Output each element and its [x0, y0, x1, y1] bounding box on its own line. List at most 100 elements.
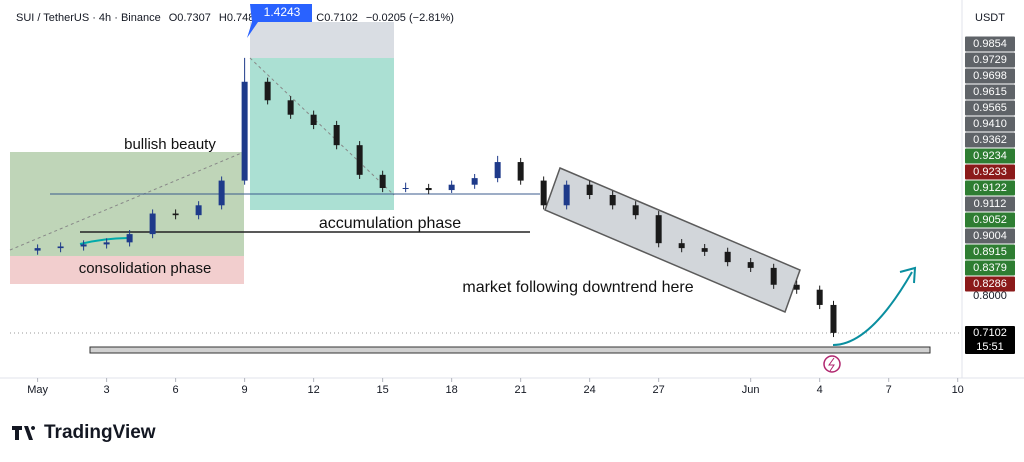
price-label: 0.9615	[973, 86, 1007, 98]
header-high: H0.7480	[219, 12, 261, 24]
x-tick-label: 3	[104, 384, 110, 396]
annotation: consolidation phase	[79, 260, 212, 277]
price-label: 0.9362	[973, 134, 1007, 146]
candle-body	[830, 304, 837, 333]
x-tick-label: 10	[952, 384, 964, 396]
price-label: 0.9233	[973, 166, 1007, 178]
candle-body	[563, 184, 570, 206]
candle-body	[80, 244, 87, 247]
candle-body	[494, 162, 501, 179]
measure-label: 1.4243	[264, 5, 301, 19]
candle-body	[356, 145, 363, 175]
header-change: −0.0205 (−2.81%)	[366, 12, 454, 24]
price-label-box	[965, 164, 1015, 180]
candle-body	[632, 205, 639, 216]
x-tick-label: 21	[515, 384, 527, 396]
price-label: 0.9729	[973, 54, 1007, 66]
header-open: O0.7307	[169, 12, 211, 24]
price-label-box	[965, 196, 1015, 212]
price-label-box	[965, 260, 1015, 276]
candle-body	[609, 195, 616, 206]
price-label-box	[965, 68, 1015, 84]
candle-body	[310, 114, 317, 125]
price-label-box	[965, 52, 1015, 68]
header-close: C0.7102	[316, 12, 358, 24]
price-label: 0.9234	[973, 150, 1007, 162]
candle-body	[218, 180, 225, 206]
candle-body	[770, 267, 777, 285]
curve-marker	[79, 237, 131, 245]
countdown: 15:51	[976, 341, 1004, 353]
candle-body	[34, 248, 41, 251]
price-label-box	[965, 276, 1015, 292]
candle-body	[57, 246, 64, 249]
candle-body	[379, 174, 386, 188]
price-label: 0.9698	[973, 70, 1007, 82]
candle-body	[172, 213, 179, 216]
x-tick-label: 24	[584, 384, 596, 396]
candle-body	[678, 243, 685, 249]
target-zone	[250, 58, 394, 210]
price-label: 0.9112	[974, 198, 1007, 210]
consolidation-zone	[10, 256, 244, 284]
arrow-head	[899, 266, 917, 284]
x-tick-label: 6	[173, 384, 179, 396]
price-label-box	[965, 244, 1015, 260]
annotation: bullish beauty	[124, 136, 216, 153]
x-tick-label: Jun	[742, 384, 760, 396]
axis-price-label: 0.8000	[973, 290, 1007, 302]
x-tick-label: 18	[446, 384, 458, 396]
price-label-box	[965, 180, 1015, 196]
price-label-box	[965, 84, 1015, 100]
header-symbol: SUI / TetherUS · 4h · Binance	[16, 12, 161, 24]
event-icon-bolt	[828, 357, 835, 372]
annotation: accumulation phase	[319, 215, 461, 232]
price-label-box	[965, 116, 1015, 132]
candle-body	[241, 81, 248, 181]
x-tick-label: 7	[886, 384, 892, 396]
candle-body	[149, 213, 156, 235]
logo-mark	[12, 426, 36, 440]
currency-label: USDT	[975, 12, 1005, 24]
price-label: 0.8915	[973, 246, 1007, 258]
event-icon[interactable]	[823, 355, 841, 373]
price-label: 0.9410	[973, 118, 1007, 130]
x-tick-label: 9	[242, 384, 248, 396]
candle-body	[724, 251, 731, 263]
candle-body	[816, 289, 823, 305]
candle-body	[195, 205, 202, 216]
downtrend-channel	[544, 166, 801, 314]
price-label-box	[965, 212, 1015, 228]
support-bar	[89, 346, 931, 354]
x-tick-label: 15	[377, 384, 389, 396]
candle-body	[333, 125, 340, 146]
price-label-box	[965, 132, 1015, 148]
measure-tag	[247, 4, 312, 38]
price-label-box	[965, 36, 1015, 52]
measure-zone	[250, 22, 394, 58]
logo-text: TradingView	[44, 422, 156, 443]
last-price: 0.7102	[973, 327, 1007, 339]
trend-line	[9, 151, 245, 251]
projection-arrow	[832, 271, 913, 346]
candle-body	[540, 180, 547, 206]
x-tick-label: May	[27, 384, 48, 396]
price-label: 0.9004	[973, 230, 1007, 242]
x-tick-label: 12	[308, 384, 320, 396]
x-tick-label: 4	[817, 384, 823, 396]
price-label: 0.9052	[973, 214, 1007, 226]
candle-body	[103, 242, 110, 245]
candle-body	[517, 162, 524, 181]
candle-body	[793, 284, 800, 290]
candle-body	[287, 100, 294, 115]
price-label: 0.8379	[973, 262, 1007, 274]
x-tick-label: 27	[653, 384, 665, 396]
candle-body	[402, 188, 409, 189]
price-label-box	[965, 148, 1015, 164]
candle-body	[126, 234, 133, 243]
candle-body	[701, 248, 708, 252]
candle-body	[655, 215, 662, 244]
candle-body	[747, 262, 754, 268]
candle-body	[448, 184, 455, 191]
